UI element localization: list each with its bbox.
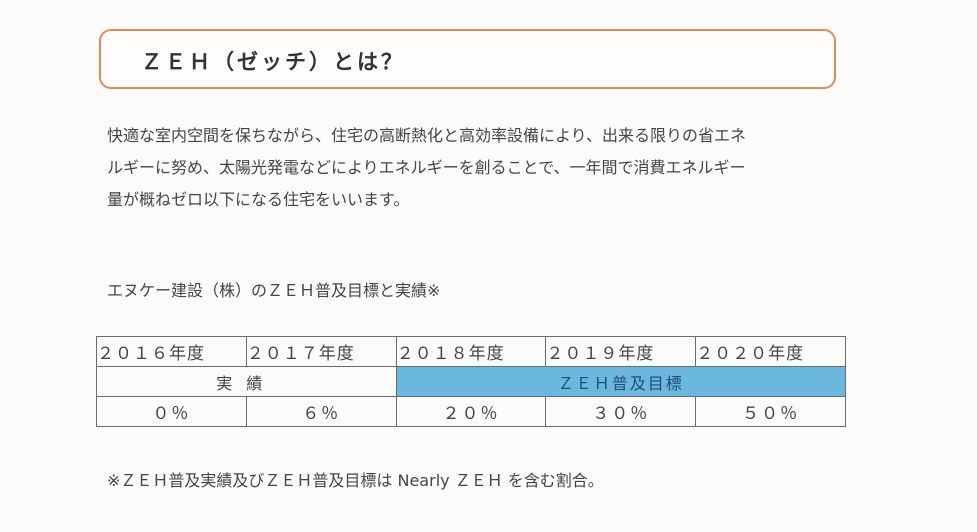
value-cell: ５０％ — [695, 396, 846, 427]
table-row-years: ２０１６年度 ２０１７年度 ２０１８年度 ２０１９年度 ２０２０年度 — [96, 336, 846, 367]
year-cell: ２０１７年度 — [245, 336, 397, 367]
value-cell: ３０％ — [545, 396, 697, 427]
table-row-labels: 実績 ＺＥＨ普及目標 — [96, 366, 847, 397]
value-cell: ０％ — [96, 396, 247, 427]
description-line: ルギーに努め、太陽光発電などによりエネルギーを創ることで、一年間で消費エネルギー — [107, 158, 746, 177]
year-cell: ２０１９年度 — [545, 336, 697, 367]
actual-label-cell: 実績 — [96, 366, 397, 397]
year-cell: ２０１８年度 — [395, 336, 547, 367]
footnote: ※ＺＥＨ普及実績及びＺＥＨ普及目標は Nearly ＺＥＨ を含む割合。 — [107, 471, 604, 490]
description-line: 快適な室内空間を保ちながら、住宅の高断熱化と高効率設備により、出来る限りの省エネ — [107, 126, 747, 145]
zeh-table: ２０１６年度 ２０１７年度 ２０１８年度 ２０１９年度 ２０２０年度 実績 ＺＥ… — [96, 336, 847, 427]
description: 快適な室内空間を保ちながら、住宅の高断熱化と高効率設備により、出来る限りの省エネ… — [107, 120, 847, 216]
title-box: ＺＥＨ（ゼッチ）とは？ — [99, 29, 836, 89]
year-cell: ２０１６年度 — [96, 336, 247, 367]
description-line: 量が概ねゼロ以下になる住宅をいいます。 — [107, 190, 410, 209]
page-title: ＺＥＨ（ゼッチ）とは？ — [141, 50, 405, 74]
target-label-cell: ＺＥＨ普及目標 — [395, 366, 847, 397]
value-cell: ６％ — [245, 396, 397, 427]
table-row-values: ０％ ６％ ２０％ ３０％ ５０％ — [96, 396, 846, 427]
table-title: エヌケー建設（株）のＺＥＨ普及目標と実績※ — [107, 281, 441, 300]
year-cell: ２０２０年度 — [695, 336, 846, 367]
value-cell: ２０％ — [395, 396, 547, 427]
